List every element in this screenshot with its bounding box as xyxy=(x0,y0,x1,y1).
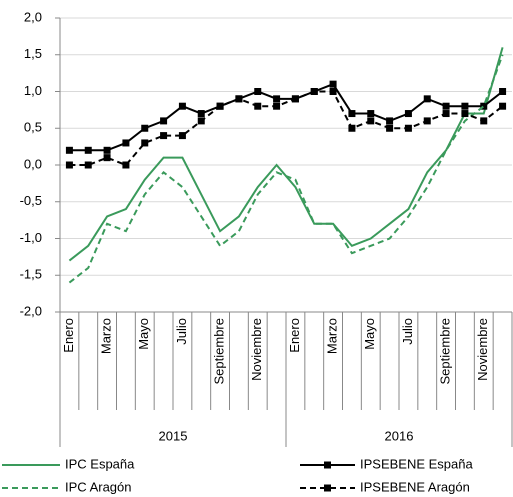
marker xyxy=(160,132,168,140)
marker xyxy=(141,124,149,132)
legend-marker xyxy=(324,461,331,469)
marker xyxy=(103,154,111,162)
marker xyxy=(84,161,92,169)
y-tick-label: 0,0 xyxy=(24,156,42,171)
x-tick-label: Septiembre xyxy=(212,318,227,384)
y-tick-label: 1,0 xyxy=(24,83,42,98)
x-tick-label: Mayo xyxy=(136,318,151,350)
marker xyxy=(329,80,337,88)
marker xyxy=(122,139,130,147)
y-tick-label: 0,5 xyxy=(24,120,42,135)
marker xyxy=(291,95,299,103)
x-tick-label: Julio xyxy=(174,318,189,345)
marker xyxy=(310,88,318,95)
marker xyxy=(141,139,149,147)
marker xyxy=(423,117,431,125)
marker xyxy=(442,110,450,118)
y-tick-label: -0,5 xyxy=(20,193,42,208)
marker xyxy=(348,124,356,132)
marker xyxy=(386,117,394,125)
y-tick-label: 2,0 xyxy=(24,9,42,24)
marker xyxy=(65,161,73,169)
y-tick-label: -2,0 xyxy=(20,303,42,318)
marker xyxy=(442,102,450,110)
y-tick-label: -1,0 xyxy=(20,230,42,245)
marker xyxy=(235,95,243,103)
x-tick-label: Julio xyxy=(400,318,415,345)
marker xyxy=(480,117,488,125)
marker xyxy=(273,95,281,103)
x-tick-label: Septiembre xyxy=(438,318,453,384)
marker xyxy=(499,88,507,95)
marker xyxy=(404,110,412,118)
x-tick-label: Enero xyxy=(61,318,76,353)
marker xyxy=(480,102,488,110)
marker xyxy=(386,124,394,132)
group-label: 2015 xyxy=(159,428,188,443)
marker xyxy=(197,117,205,125)
marker xyxy=(348,110,356,118)
marker xyxy=(273,102,281,110)
x-tick-label: Noviembre xyxy=(249,318,264,381)
legend-label: IPSEBENE España xyxy=(360,456,473,471)
marker xyxy=(178,132,186,140)
x-tick-label: Enero xyxy=(287,318,302,353)
group-label: 2016 xyxy=(385,428,414,443)
marker xyxy=(160,117,168,125)
x-tick-label: Marzo xyxy=(99,318,114,354)
marker xyxy=(254,88,262,95)
legend-marker xyxy=(324,484,331,492)
marker xyxy=(499,102,507,110)
series-line xyxy=(68,54,504,284)
marker xyxy=(329,88,337,95)
legend-label: IPC Aragón xyxy=(65,479,132,494)
marker xyxy=(216,102,224,110)
y-tick-label: -1,5 xyxy=(20,267,42,282)
marker xyxy=(461,110,469,118)
marker xyxy=(178,102,186,110)
legend-label: IPSEBENE Aragón xyxy=(360,479,470,494)
series-line xyxy=(69,90,504,167)
marker xyxy=(404,124,412,132)
marker xyxy=(367,110,375,118)
marker xyxy=(254,102,262,110)
marker xyxy=(65,146,73,154)
marker xyxy=(423,95,431,103)
x-tick-label: Mayo xyxy=(362,318,377,350)
marker xyxy=(461,102,469,110)
marker xyxy=(103,146,111,154)
marker xyxy=(367,117,375,125)
legend-label: IPC España xyxy=(65,456,135,471)
marker xyxy=(122,161,130,169)
x-tick-label: Noviembre xyxy=(475,318,490,381)
marker xyxy=(197,110,205,118)
marker xyxy=(84,146,92,154)
x-tick-label: Marzo xyxy=(325,318,340,354)
y-tick-label: 1,5 xyxy=(24,46,42,61)
